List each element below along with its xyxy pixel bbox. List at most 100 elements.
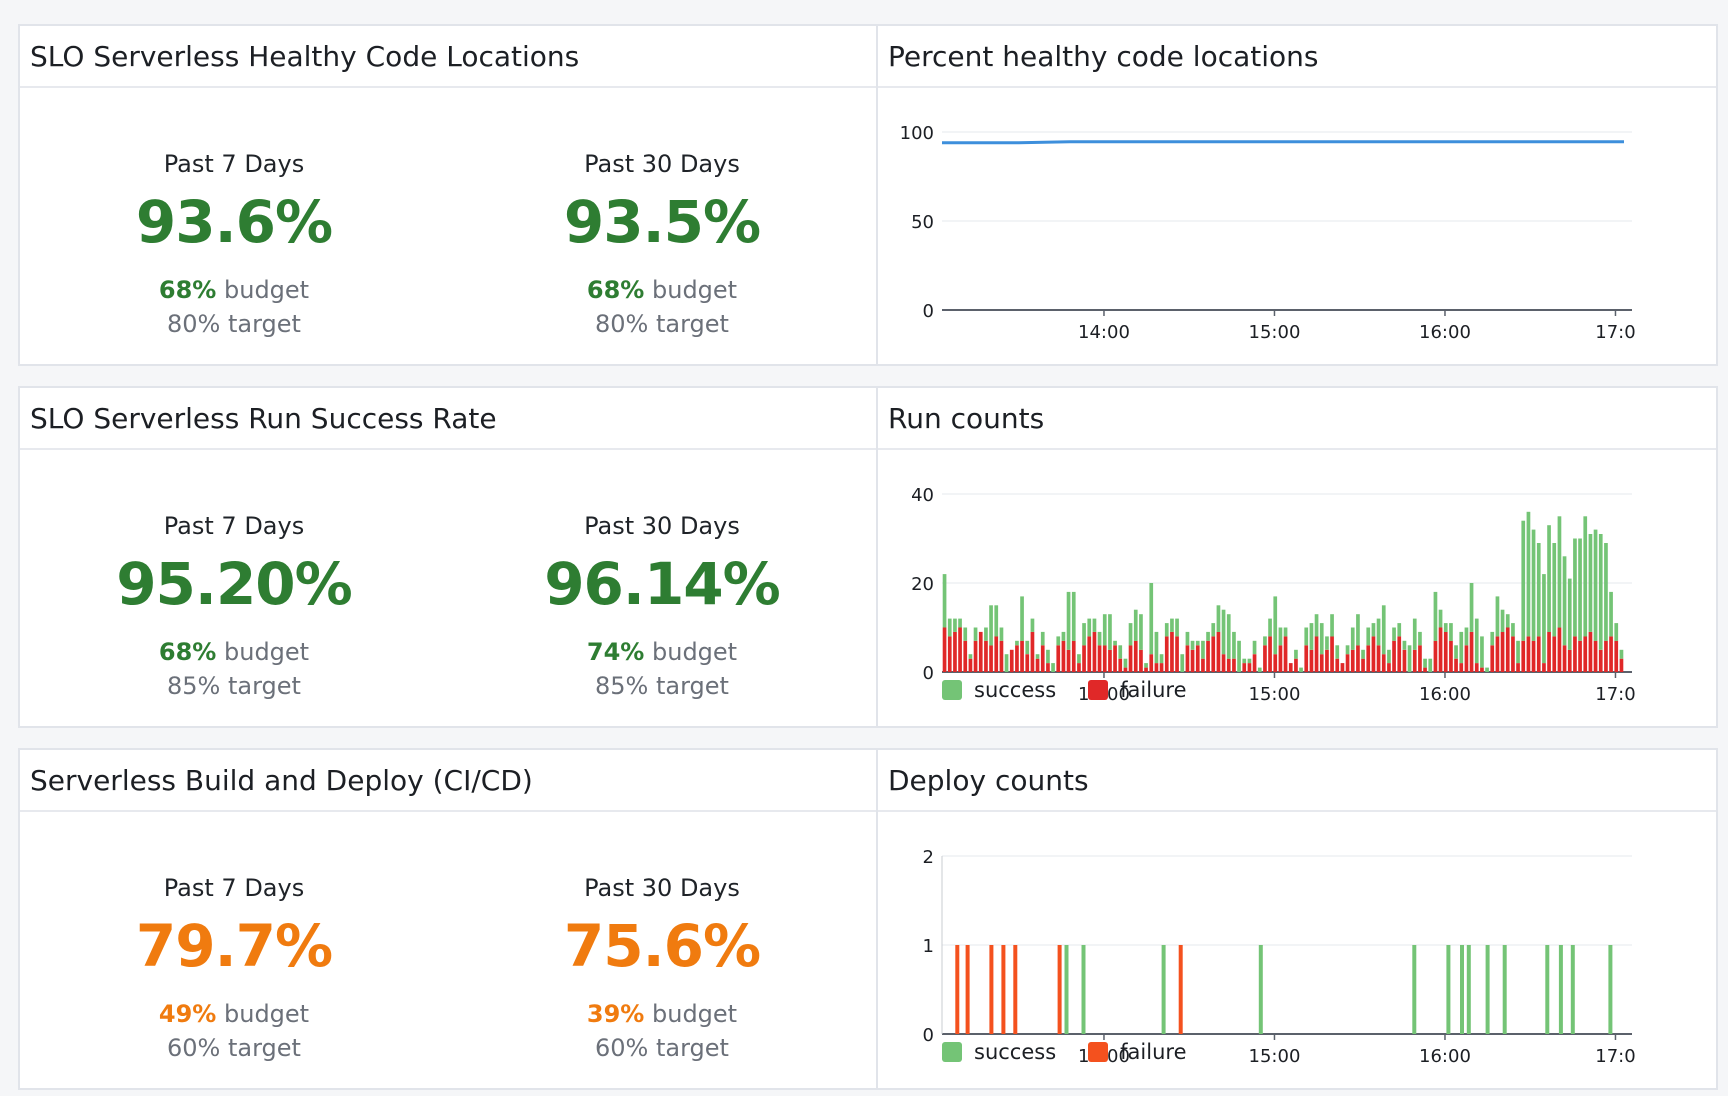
bar-success: [1118, 645, 1123, 659]
bar-failure: [1092, 631, 1097, 672]
bar-success: [1325, 636, 1329, 650]
bar-failure: [1139, 649, 1143, 673]
bar-success: [1350, 627, 1355, 650]
bar-success: [1361, 649, 1365, 659]
bar-failure: [1325, 649, 1329, 673]
y-tick-label: 1: [923, 936, 934, 957]
bar-failure: [1020, 640, 1024, 672]
bar-failure: [1175, 636, 1179, 672]
line-chart-percent-healthy: 0 50 100 14:00 15:00 16:00 17:0: [900, 123, 1636, 343]
budget-word: budget: [224, 1000, 310, 1028]
bar-failure: [1077, 663, 1081, 672]
y-tick-label: 100: [900, 123, 934, 144]
bar-failure: [1335, 658, 1340, 672]
bar-success: [1547, 525, 1551, 632]
legend-item-success[interactable]: success: [942, 678, 1056, 702]
panel-title: Run counts: [878, 388, 1716, 450]
bar-failure: [1185, 645, 1190, 672]
x-tick-label: 17:0: [1595, 1046, 1635, 1067]
bar-success: [1454, 645, 1458, 659]
bar-success: [1500, 609, 1505, 632]
bar-failure: [1087, 636, 1092, 672]
bar-success: [1567, 578, 1572, 650]
bar-failure: [1226, 658, 1231, 672]
bar-failure: [1350, 649, 1355, 673]
chart-legend: success failure: [942, 1040, 1219, 1064]
bar-success: [963, 627, 968, 641]
bar-failure: [1464, 645, 1469, 672]
chart-legend: success failure: [942, 678, 1219, 702]
bar-success: [1159, 654, 1164, 664]
bar-failure: [1412, 649, 1417, 673]
panel-title: Percent healthy code locations: [878, 26, 1716, 88]
slo-panel-build-and-deploy[interactable]: Serverless Build and Deploy (CI/CD) Past…: [18, 748, 878, 1090]
bar-success: [1464, 627, 1469, 646]
slo-period-7d: Past 7 Days 95.20% 68% budget 85% target: [20, 450, 448, 726]
bar-failure: [1552, 636, 1557, 672]
bar-failure: [1609, 636, 1613, 672]
bar-failure: [942, 627, 947, 672]
bar-failure: [1319, 654, 1324, 672]
period-label: Past 30 Days: [584, 512, 740, 540]
bar-failure: [1567, 649, 1572, 673]
bar-success: [1516, 640, 1520, 664]
budget-percent: 68%: [586, 276, 645, 304]
period-label: Past 30 Days: [584, 874, 740, 902]
bar-success: [1502, 945, 1507, 1034]
bar-failure: [1268, 636, 1272, 672]
bar-success: [1474, 618, 1479, 664]
bar-success: [1402, 640, 1407, 650]
bar-success: [1495, 596, 1500, 637]
bar-success: [1593, 529, 1598, 641]
bar-failure: [1278, 645, 1283, 672]
bar-success: [1480, 636, 1484, 668]
bar-failure: [1288, 663, 1293, 672]
bar-failure: [1314, 636, 1319, 672]
bar-success: [1614, 623, 1619, 641]
bar-success: [1061, 631, 1066, 641]
bar-success: [1392, 627, 1396, 641]
bar-failure: [1263, 645, 1267, 672]
slo-panel-run-success-rate[interactable]: SLO Serverless Run Success Rate Past 7 D…: [18, 386, 878, 728]
bar-failure: [1521, 640, 1526, 672]
series-line: [942, 140, 1624, 145]
x-tick-label: 14:00: [1078, 322, 1130, 343]
period-label: Past 7 Days: [163, 512, 305, 540]
bar-success: [1485, 945, 1490, 1034]
bar-failure: [1102, 645, 1107, 672]
bar-success: [1557, 516, 1562, 628]
slo-panel-healthy-code-locations[interactable]: SLO Serverless Healthy Code Locations Pa…: [18, 24, 878, 366]
budget-percent: 49%: [158, 1000, 217, 1028]
legend-item-failure[interactable]: failure: [1088, 678, 1187, 702]
slo-value: 96.14%: [544, 550, 781, 618]
bar-failure: [1604, 640, 1608, 672]
legend-item-success[interactable]: success: [942, 1040, 1056, 1064]
bar-failure: [989, 945, 994, 1034]
bar-failure: [1066, 649, 1071, 673]
slo-target: 85% target: [167, 672, 301, 700]
bar-failure: [1211, 636, 1216, 672]
bar-failure: [1154, 663, 1159, 672]
bar-success: [1128, 623, 1133, 646]
bar-success: [1175, 618, 1179, 637]
slo-value: 93.5%: [563, 188, 761, 256]
bar-failure: [1562, 645, 1567, 672]
bar-success: [1190, 640, 1195, 650]
bar-failure: [1443, 631, 1448, 672]
bar-failure: [1536, 636, 1541, 672]
chart-panel-percent-healthy[interactable]: Percent healthy code locations 0 50 100 14:…: [876, 24, 1718, 366]
bar-success: [1397, 623, 1402, 637]
bar-failure: [1345, 654, 1350, 672]
legend-item-failure[interactable]: failure: [1088, 1040, 1187, 1064]
bar-success: [947, 618, 952, 637]
bar-failure: [1178, 945, 1183, 1034]
bar-success: [953, 618, 957, 632]
bar-success: [984, 627, 988, 641]
bar-success: [1459, 631, 1464, 664]
bar-failure: [1273, 654, 1278, 672]
slo-period-7d: Past 7 Days 79.7% 49% budget 60% target: [20, 812, 448, 1088]
